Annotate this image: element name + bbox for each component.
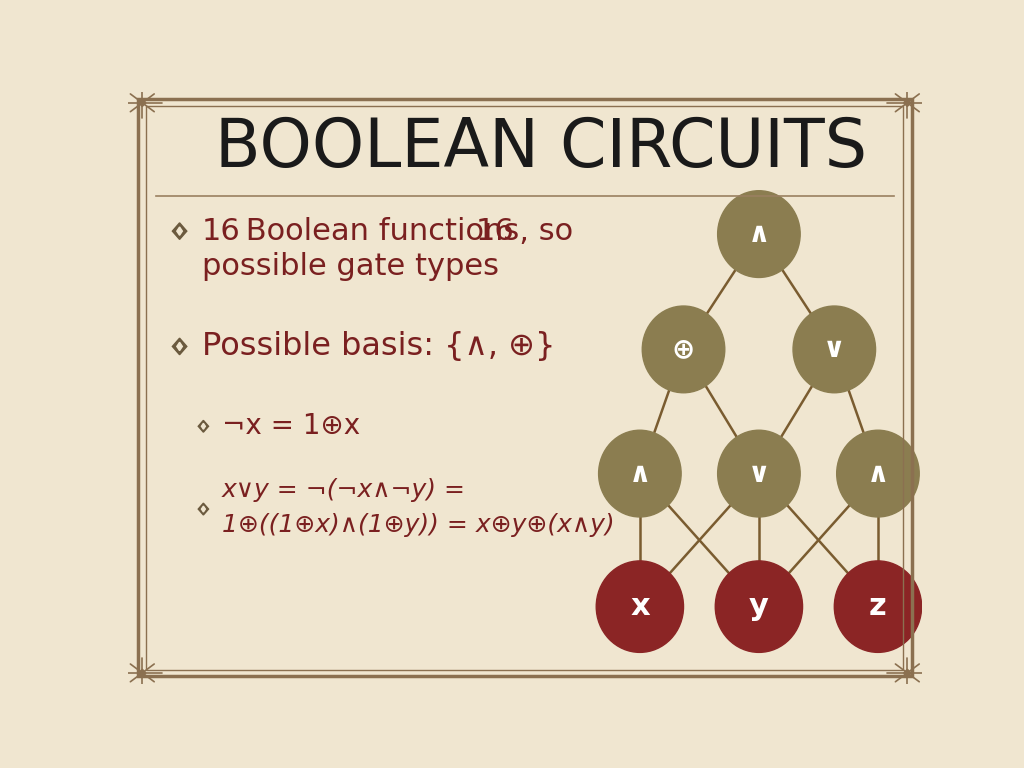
Polygon shape bbox=[177, 227, 182, 235]
Text: ∧: ∧ bbox=[629, 459, 651, 488]
Text: Possible basis: {∧, ⊕}: Possible basis: {∧, ⊕} bbox=[202, 331, 555, 362]
Polygon shape bbox=[177, 343, 182, 350]
Polygon shape bbox=[199, 420, 209, 432]
Text: 16: 16 bbox=[202, 217, 241, 246]
Text: ∨: ∨ bbox=[748, 459, 770, 488]
Text: 16: 16 bbox=[475, 217, 514, 246]
Ellipse shape bbox=[642, 306, 725, 392]
Polygon shape bbox=[172, 223, 186, 240]
Ellipse shape bbox=[835, 561, 922, 652]
Text: ∨: ∨ bbox=[823, 336, 846, 363]
Ellipse shape bbox=[596, 561, 684, 652]
Text: x: x bbox=[630, 592, 649, 621]
Text: y: y bbox=[749, 592, 769, 621]
Text: BOOLEAN CIRCUITS: BOOLEAN CIRCUITS bbox=[215, 115, 866, 181]
Polygon shape bbox=[904, 669, 911, 677]
Polygon shape bbox=[172, 338, 186, 355]
Text: z: z bbox=[869, 592, 887, 621]
Ellipse shape bbox=[718, 190, 800, 277]
Text: ¬x = 1⊕x: ¬x = 1⊕x bbox=[221, 412, 359, 440]
Polygon shape bbox=[202, 423, 206, 429]
Polygon shape bbox=[904, 99, 911, 107]
Polygon shape bbox=[138, 99, 145, 107]
Ellipse shape bbox=[715, 561, 803, 652]
Ellipse shape bbox=[837, 430, 920, 517]
Text: Boolean functions, so: Boolean functions, so bbox=[236, 217, 583, 246]
Polygon shape bbox=[199, 503, 209, 515]
Text: 1⊕((1⊕x)∧(1⊕y)) = x⊕y⊕(x∧y): 1⊕((1⊕x)∧(1⊕y)) = x⊕y⊕(x∧y) bbox=[221, 513, 614, 537]
Text: ∧: ∧ bbox=[748, 220, 770, 248]
Text: ∧: ∧ bbox=[866, 459, 889, 488]
Text: possible gate types: possible gate types bbox=[202, 252, 499, 281]
Text: x∨y = ¬(¬x∧¬y) =: x∨y = ¬(¬x∧¬y) = bbox=[221, 478, 466, 502]
Ellipse shape bbox=[793, 306, 876, 392]
Polygon shape bbox=[202, 506, 206, 512]
Polygon shape bbox=[138, 669, 145, 677]
Ellipse shape bbox=[599, 430, 681, 517]
Text: ⊕: ⊕ bbox=[672, 336, 695, 363]
Ellipse shape bbox=[718, 430, 800, 517]
